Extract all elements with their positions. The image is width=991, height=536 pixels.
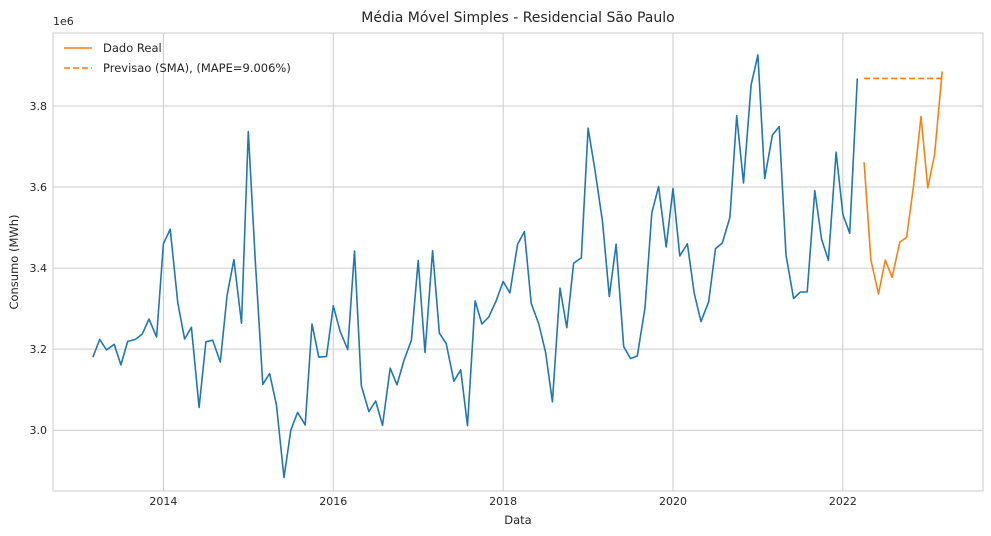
x-axis-label: Data	[504, 513, 531, 527]
tick-labels: 2014 2016 2018 2020 2022 3.0 3.2 3.4 3.6 3.8	[30, 100, 857, 508]
y-axis-label: Consumo (MWh)	[7, 214, 21, 309]
x-tick-label: 2018	[489, 495, 517, 508]
series-layer	[92, 54, 943, 479]
series-line-0	[92, 54, 859, 479]
chart-title: Média Móvel Simples - Residencial São Pa…	[361, 10, 674, 26]
plot-area	[52, 32, 984, 492]
x-tick-label: 2014	[149, 495, 177, 508]
y-offset-label: 1e6	[53, 15, 74, 28]
y-tick-label: 3.0	[30, 424, 48, 437]
x-tick-label: 2022	[829, 495, 857, 508]
y-tick-label: 3.2	[30, 343, 48, 356]
y-tick-label: 3.4	[30, 262, 48, 275]
legend: Dado Real Previsao (SMA), (MAPE=9.006%)	[64, 41, 291, 75]
y-tick-label: 3.6	[30, 181, 48, 194]
grid	[53, 33, 983, 491]
x-tick-label: 2020	[659, 495, 687, 508]
x-tick-label: 2016	[319, 495, 347, 508]
y-tick-label: 3.8	[30, 100, 48, 113]
legend-label-previsao: Previsao (SMA), (MAPE=9.006%)	[103, 61, 291, 75]
legend-label-dado-real: Dado Real	[103, 41, 162, 55]
series-line-1	[863, 71, 943, 295]
